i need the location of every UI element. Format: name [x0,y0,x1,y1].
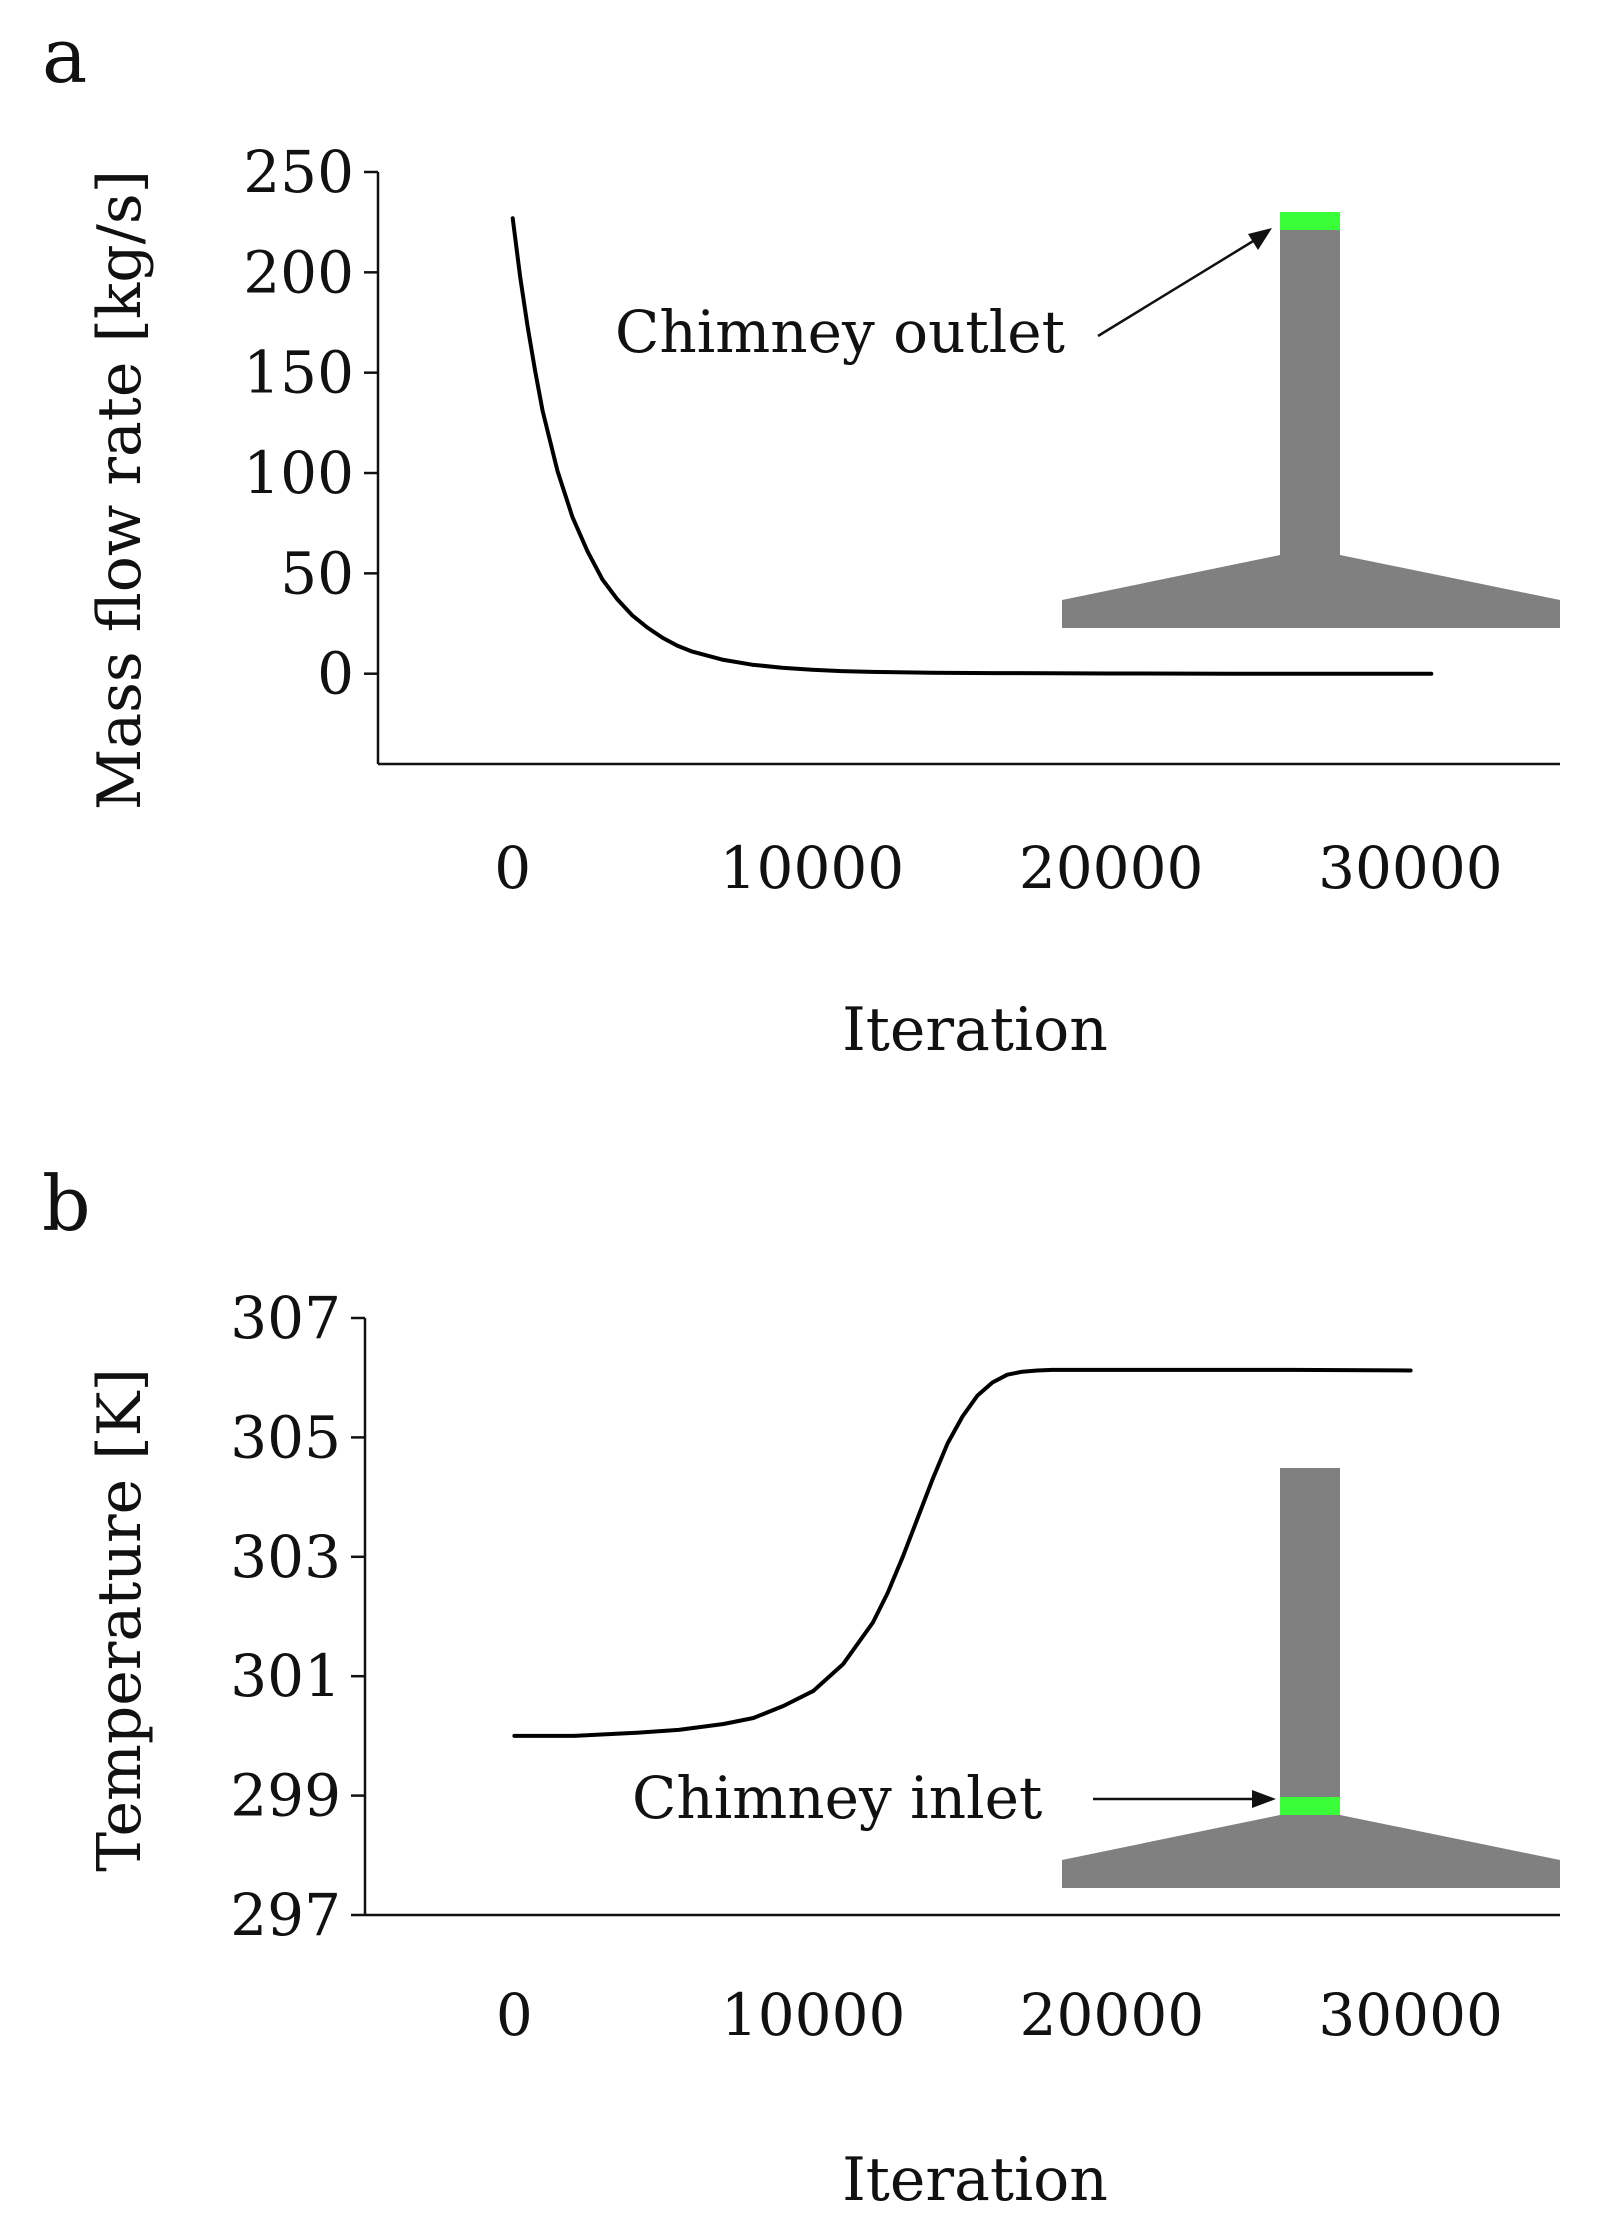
annotation-chimney-inlet: Chimney inlet [632,1764,1042,1832]
y-tick-label-b: 301 [230,1642,341,1710]
chimney-inset-b [1062,1468,1560,1888]
x-tick-label-a: 10000 [720,834,905,902]
annotation-arrowhead-outlet [1248,228,1272,250]
x-tick-label-a: 30000 [1318,834,1503,902]
panel-label-b: b [42,1159,91,1248]
y-tick-label-a: 200 [243,238,354,306]
x-tick-label-b: 0 [496,1981,533,2049]
x-tick-label-b: 10000 [721,1981,906,2049]
y-tick-label-a: 50 [280,539,354,607]
y-tick-label-b: 305 [230,1403,341,1471]
x-tick-label-b: 30000 [1318,1981,1503,2049]
y-tick-label-a: 250 [243,138,354,206]
annotation-chimney-outlet: Chimney outlet [615,298,1065,366]
x-tick-label-a: 0 [494,834,531,902]
y-tick-label-b: 303 [230,1523,341,1591]
chimney-outlet-highlight [1280,212,1340,230]
x-axis-title-b: Iteration [842,2145,1108,2215]
annotation-arrowhead-inlet [1252,1790,1276,1808]
series-line-a [510,216,1434,676]
plot-a: 0 50 100 150 200 250 0 10000 20000 30000 [243,138,1560,902]
y-axis-title-a: Mass flow rate [kg/s] [85,170,155,810]
x-tick-label-b: 20000 [1020,1981,1205,2049]
panel-b: b 297 299 301 303 305 307 0 10000 20000 30000 Chi… [42,1159,1560,2215]
x-axis-title-a: Iteration [842,995,1108,1065]
y-tick-label-b: 307 [230,1284,341,1352]
chimney-inlet-highlight [1280,1797,1340,1815]
series-line-b [512,1367,1413,1738]
x-tick-label-a: 20000 [1019,834,1204,902]
y-tick-label-b: 299 [230,1762,341,1830]
panel-label-a: a [42,11,87,100]
y-tick-label-a: 0 [317,640,354,708]
chimney-body-b [1062,1468,1560,1888]
y-tick-label-a: 100 [243,439,354,507]
annotation-arrow-outlet [1097,230,1269,338]
y-tick-label-a: 150 [243,339,354,407]
panel-a: a 0 50 100 150 200 250 0 10000 20000 30000 Chimne… [42,11,1560,1065]
chimney-inset-a [1062,212,1560,628]
y-tick-label-b: 297 [230,1881,341,1949]
plot-b: 297 299 301 303 305 307 0 10000 20000 30000 [230,1284,1560,2049]
y-axis-title-b: Temperature [K] [85,1368,155,1872]
chimney-body-a [1062,230,1560,628]
